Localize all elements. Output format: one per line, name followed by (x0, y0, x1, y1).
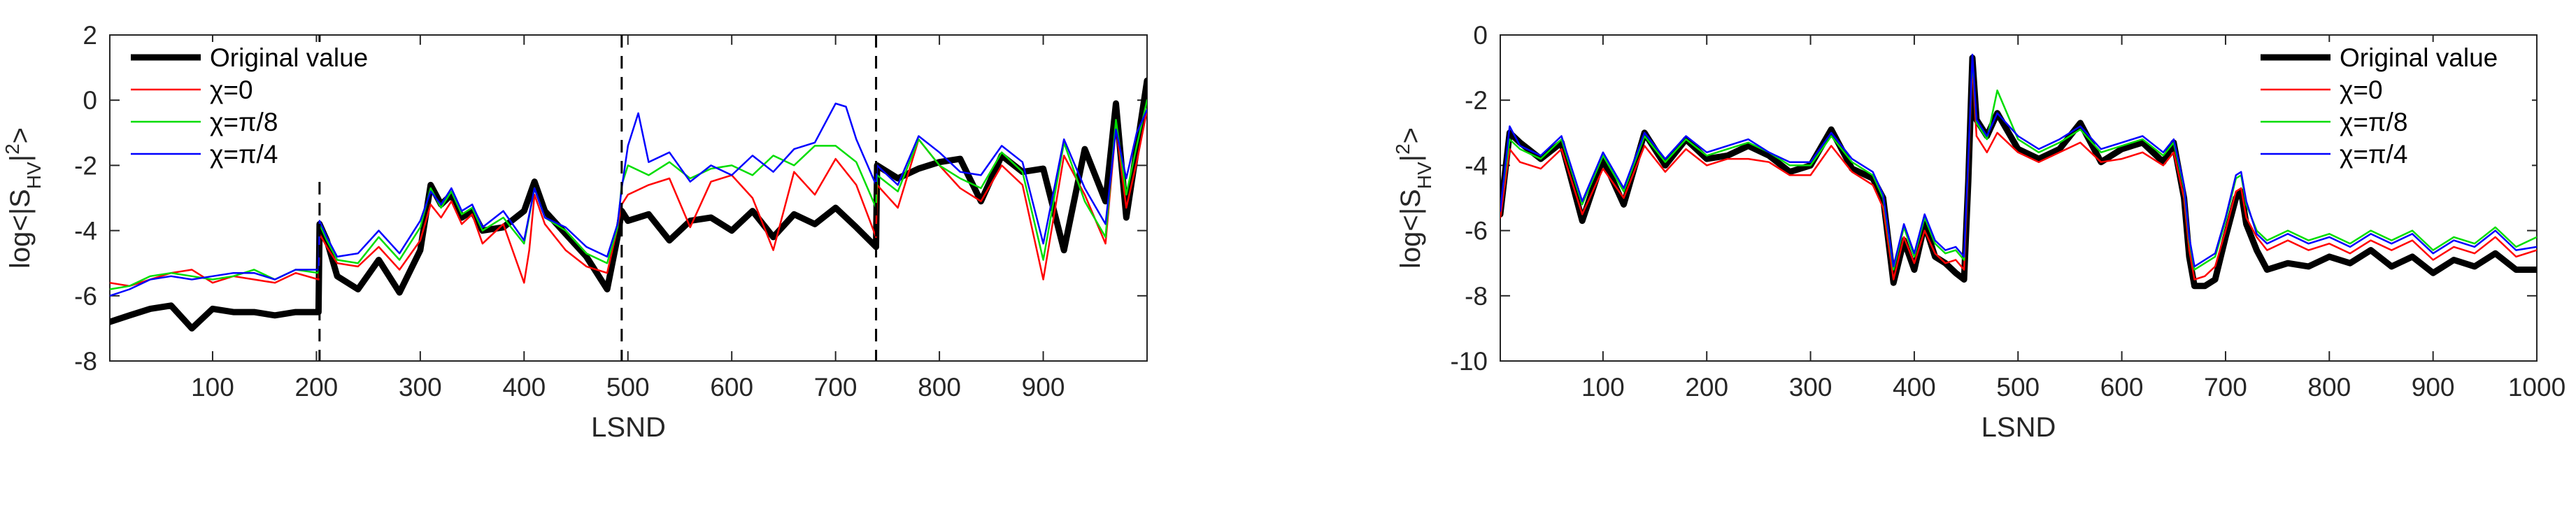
y-tick-label: -4 (1465, 151, 1488, 180)
x-tick-label: 600 (2100, 373, 2144, 402)
y-tick-label: -4 (74, 217, 97, 246)
series-line--0 (1500, 63, 2537, 281)
legend-entry: χ=π/8 (2340, 108, 2407, 136)
y-tick-label: 0 (1473, 21, 1488, 50)
x-tick-label: 700 (2204, 373, 2247, 402)
x-tick-label: 200 (295, 373, 339, 402)
x-axis-label: LSND (1981, 412, 2056, 443)
y-tick-label: -2 (74, 151, 97, 180)
y-axis-label-sub: HV (1414, 162, 1435, 189)
y-tick-label: -6 (1465, 217, 1488, 246)
y-axis-label-sup: 2 (1, 143, 23, 155)
x-tick-label: 800 (2307, 373, 2351, 402)
x-tick-label: 300 (399, 373, 442, 402)
y-tick-label: 2 (83, 21, 97, 50)
x-tick-label: 300 (1789, 373, 1833, 402)
legend-entry: χ=π/8 (210, 108, 278, 136)
y-tick-label: -8 (1465, 282, 1488, 311)
legend-box (2252, 42, 2532, 175)
series-line--8 (1500, 57, 2537, 271)
y-axis-label-sub: HV (23, 162, 45, 189)
y-tick-label: -2 (1465, 86, 1488, 115)
x-tick-label: 800 (918, 373, 961, 402)
legend-box (122, 42, 416, 175)
right-panel: 100 200 300 400 500 600 700 800 900 1000 -10 -8 -6 -4… (1392, 21, 2566, 443)
x-tick-label: 500 (1996, 373, 2040, 402)
x-tick-label: 1000 (2508, 373, 2566, 402)
x-tick-label: 500 (606, 373, 650, 402)
x-axis-label: LSND (591, 412, 666, 443)
legend-entry: χ=π/4 (210, 140, 278, 169)
series-line--4 (1500, 53, 2537, 268)
x-tick-label: 200 (1685, 373, 1728, 402)
legend-entry: Original value (210, 43, 368, 72)
y-tick-label: -8 (74, 347, 97, 376)
x-tick-label: 900 (2412, 373, 2455, 402)
y-tick-label: -6 (74, 282, 97, 311)
x-tick-label: 900 (1022, 373, 1065, 402)
y-axis-label-sup: 2 (1392, 143, 1414, 155)
x-tick-label: 400 (502, 373, 546, 402)
series-group (1500, 53, 2537, 290)
legend-entry: χ=π/4 (2340, 140, 2407, 169)
x-tick-label: 600 (710, 373, 753, 402)
x-tick-label: 700 (814, 373, 858, 402)
legend-entry: Original value (2340, 43, 2498, 72)
left-panel: 100 200 300 400 500 600 700 800 900 -8 -6 -4 -2 0 2 LSN… (1, 21, 1148, 443)
y-tick-label: -10 (1451, 347, 1488, 376)
x-tick-label: 100 (1581, 373, 1625, 402)
legend-entry: χ=0 (210, 76, 253, 104)
x-tick-label: 400 (1893, 373, 1936, 402)
legend-entry: χ=0 (2340, 76, 2383, 104)
x-tick-label: 100 (191, 373, 234, 402)
y-tick-label: 0 (83, 86, 97, 115)
